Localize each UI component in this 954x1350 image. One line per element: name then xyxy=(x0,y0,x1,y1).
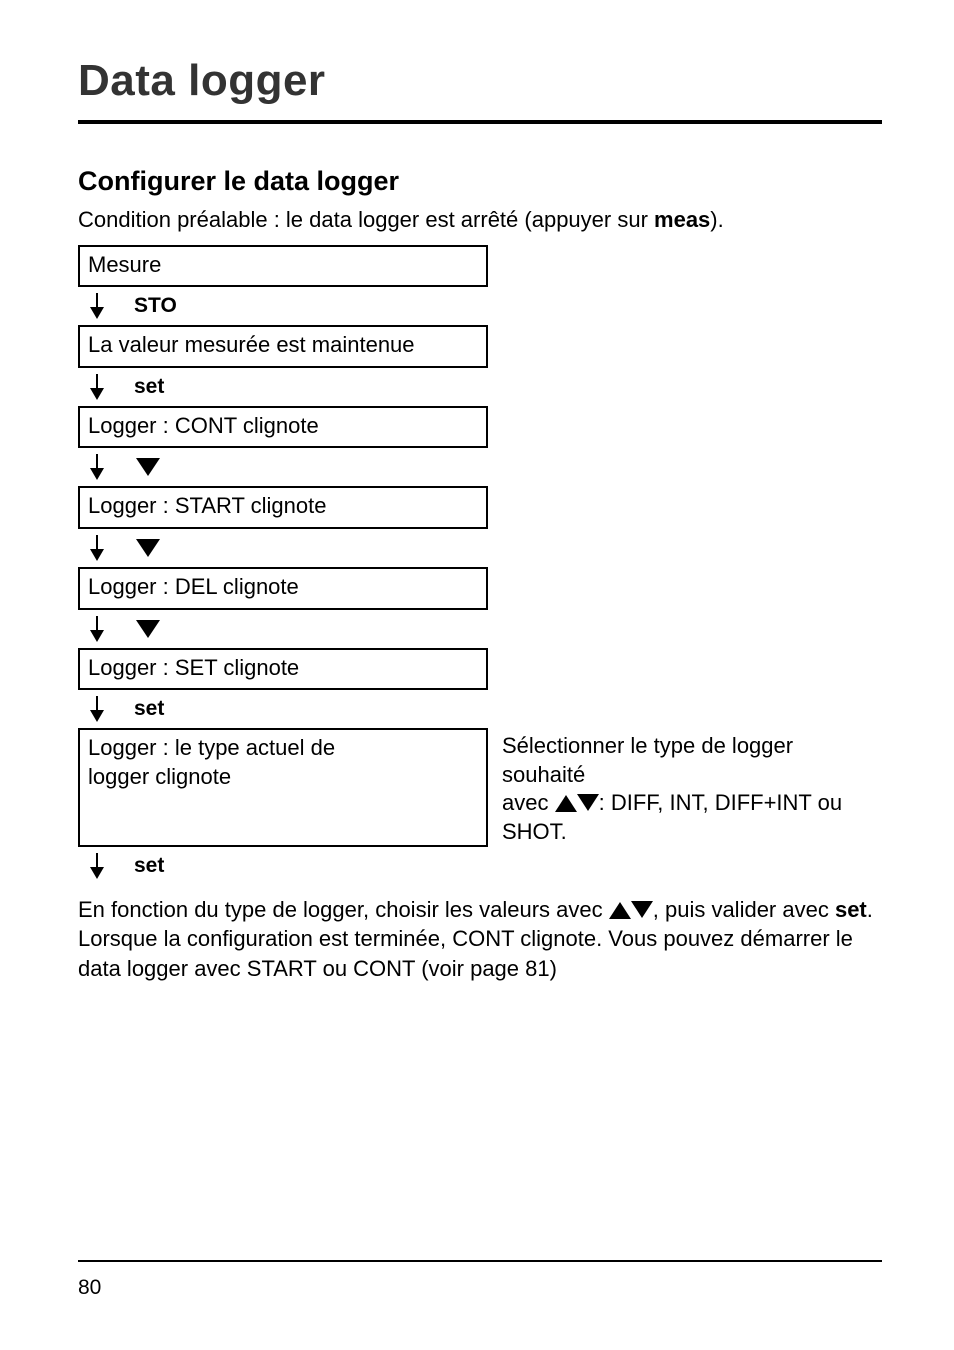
flow-diagram: Mesure STO La valeur mesurée est mainten… xyxy=(78,245,882,885)
triangle-down-icon xyxy=(136,620,160,638)
step-label-set-1: set xyxy=(134,375,164,399)
down-arrow-icon xyxy=(90,454,104,480)
page-number: 80 xyxy=(78,1276,101,1300)
triangle-down-icon xyxy=(136,539,160,557)
step-label-sto: STO xyxy=(134,294,177,318)
footer-rule xyxy=(78,1260,882,1262)
down-arrow-icon xyxy=(90,535,104,561)
precondition-pre: Condition préalable : le data logger est… xyxy=(78,207,654,232)
step-row-down-3 xyxy=(78,610,882,648)
closing-paragraph: En fonction du type de logger, choisir l… xyxy=(78,895,882,984)
state-setc: Logger : SET clignote xyxy=(78,648,488,691)
triangle-up-icon xyxy=(555,795,577,812)
step-row-set-2: set xyxy=(78,690,882,728)
annot-line2a: avec xyxy=(502,790,555,815)
step-row-sto: STO xyxy=(78,287,882,325)
step-label-set-2: set xyxy=(134,697,164,721)
type-annotation: Sélectionner le type de logger souhaité … xyxy=(502,728,882,846)
down-arrow-icon xyxy=(90,853,104,879)
closing-mid: , puis valider avec xyxy=(653,897,835,922)
state-measure: Mesure xyxy=(78,245,488,288)
state-del: Logger : DEL clignote xyxy=(78,567,488,610)
title-rule xyxy=(78,120,882,124)
down-arrow-icon xyxy=(90,293,104,319)
state-type-l2: logger clignote xyxy=(88,764,231,789)
state-held: La valeur mesurée est maintenue xyxy=(78,325,488,368)
step-row-down-1 xyxy=(78,448,882,486)
state-type-l1: Logger : le type actuel de xyxy=(88,735,335,760)
down-arrow-icon xyxy=(90,374,104,400)
state-cont: Logger : CONT clignote xyxy=(78,406,488,449)
closing-set-bold: set xyxy=(835,897,867,922)
precondition-text: Condition préalable : le data logger est… xyxy=(78,205,882,235)
annot-line1: Sélectionner le type de logger souhaité xyxy=(502,733,793,787)
section-title: Configurer le data logger xyxy=(78,166,882,197)
down-arrow-icon xyxy=(90,696,104,722)
precondition-bold: meas xyxy=(654,207,710,232)
closing-pre: En fonction du type de logger, choisir l… xyxy=(78,897,609,922)
step-row-down-2 xyxy=(78,529,882,567)
step-row-set-1: set xyxy=(78,368,882,406)
state-held-text: La valeur mesurée est maintenue xyxy=(88,332,415,357)
triangle-down-icon xyxy=(577,794,599,811)
triangle-down-icon xyxy=(631,901,653,918)
triangle-down-icon xyxy=(136,458,160,476)
down-arrow-icon xyxy=(90,616,104,642)
type-row: Logger : le type actuel de logger cligno… xyxy=(78,728,882,846)
precondition-post: ). xyxy=(710,207,723,232)
triangle-up-icon xyxy=(609,902,631,919)
state-start: Logger : START clignote xyxy=(78,486,488,529)
step-label-set-3: set xyxy=(134,854,164,878)
step-row-set-3: set xyxy=(78,847,882,885)
chapter-title: Data logger xyxy=(78,56,882,106)
state-type: Logger : le type actuel de logger cligno… xyxy=(78,728,488,846)
